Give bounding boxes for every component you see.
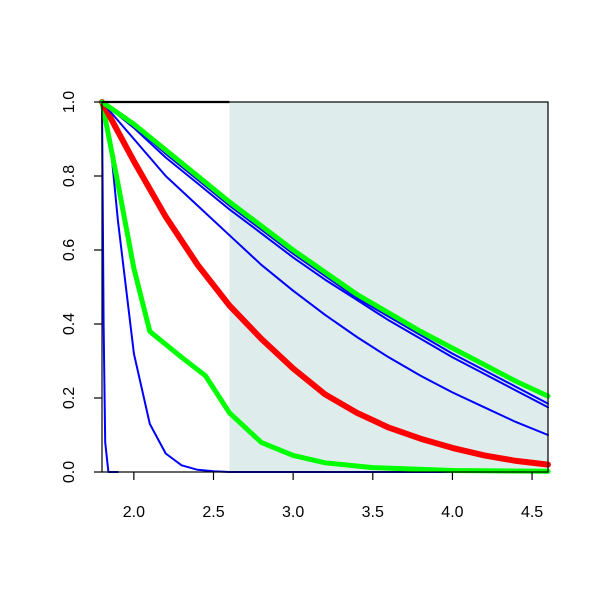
y-tick-label: 0.4 — [61, 313, 78, 335]
x-tick-label: 2.0 — [123, 504, 145, 521]
y-axis: 0.0 0.2 0.4 0.6 0.8 1.0 — [61, 91, 102, 483]
y-tick-label: 0.2 — [61, 387, 78, 409]
y-tick-label: 1.0 — [61, 91, 78, 113]
series-line-7 — [101, 101, 549, 405]
x-tick-label: 2.5 — [202, 504, 224, 521]
x-tick-label: 3.5 — [362, 504, 384, 521]
series-line-5 — [101, 101, 549, 436]
series-line-8 — [99, 99, 551, 399]
y-tick-label: 0.6 — [61, 239, 78, 261]
shaded-region — [229, 102, 548, 472]
x-tick-label: 4.5 — [521, 504, 543, 521]
series-layer — [99, 99, 551, 474]
plot-frame — [101, 101, 549, 473]
x-tick-label: 3.0 — [282, 504, 304, 521]
x-tick-label: 4.0 — [441, 504, 463, 521]
x-axis: 2.0 2.5 3.0 3.5 4.0 4.5 — [123, 472, 543, 521]
series-line-4 — [99, 99, 551, 468]
series-line-1 — [101, 101, 119, 473]
y-tick-label: 0.0 — [61, 461, 78, 483]
y-tick-label: 0.8 — [61, 165, 78, 187]
series-line-3 — [99, 99, 551, 474]
series-line-6 — [101, 101, 549, 409]
